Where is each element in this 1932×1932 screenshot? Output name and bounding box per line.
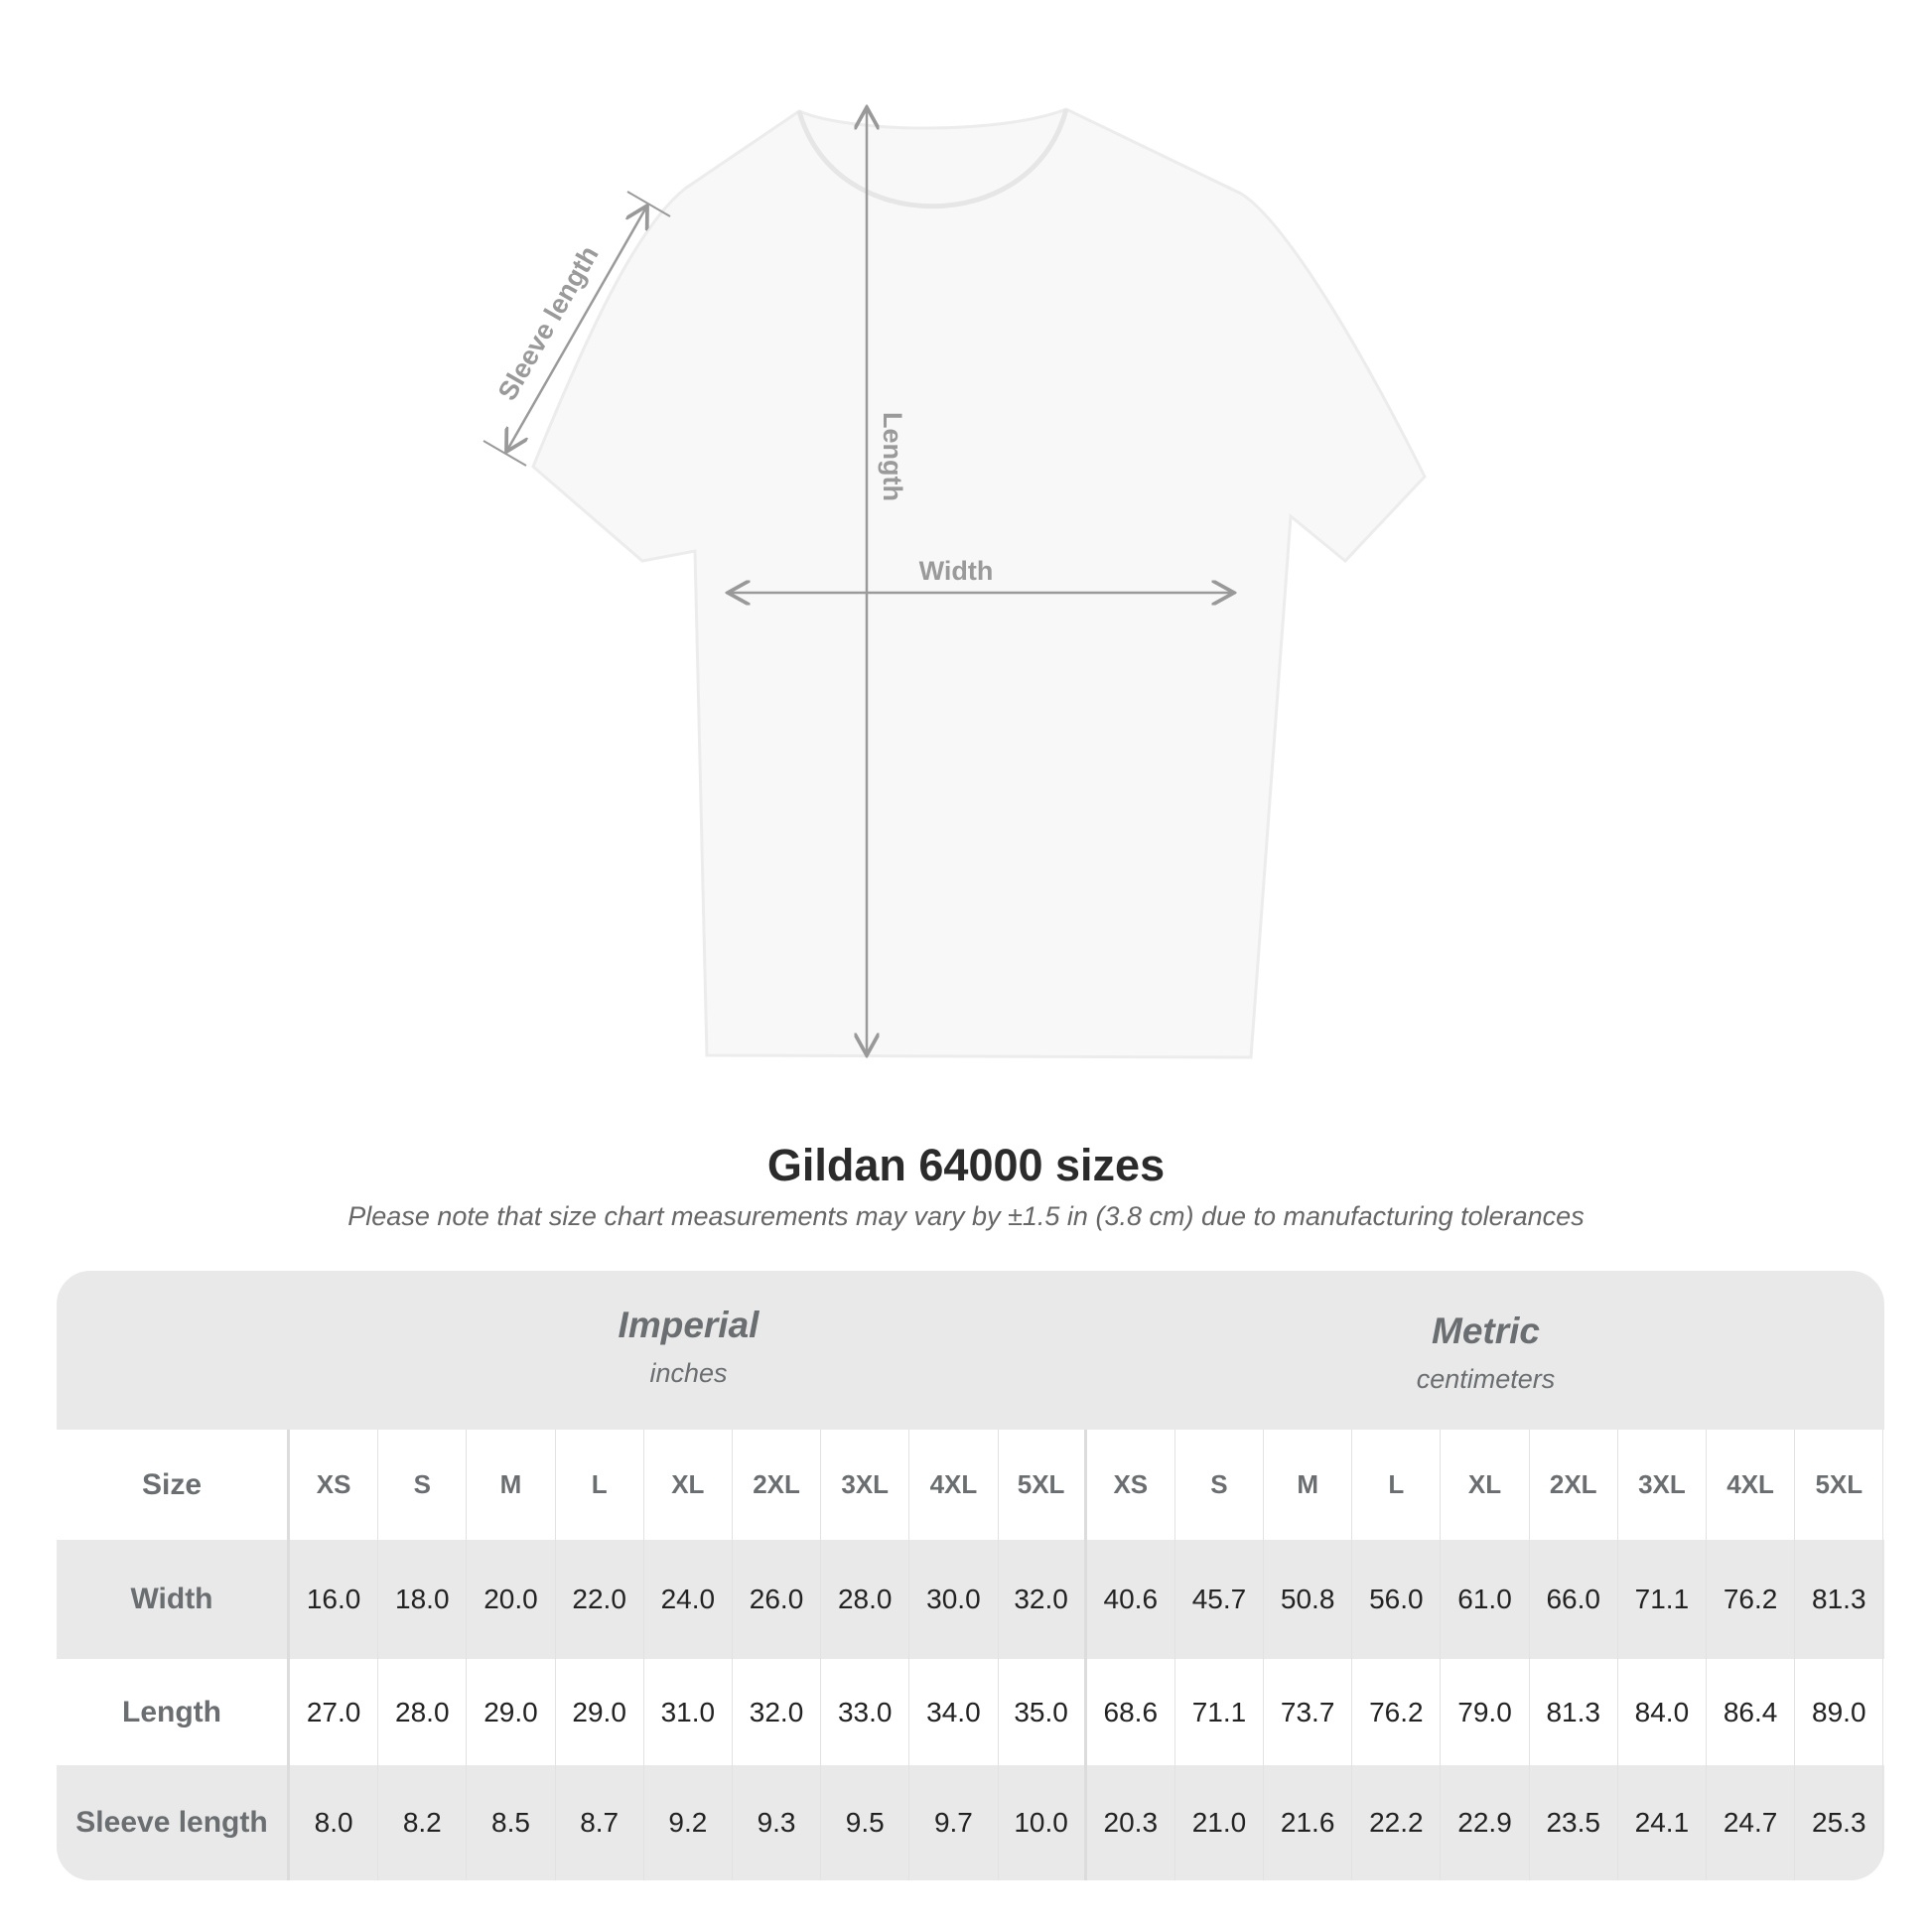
table-cell: 20.0 [467,1540,556,1659]
table-cell: 26.0 [733,1540,822,1659]
table-cell: 71.1 [1175,1659,1265,1765]
row-label: Size [57,1430,290,1540]
table-cell: 22.0 [556,1540,644,1659]
size-header-cell: 4XL [1707,1430,1796,1540]
size-header-cell: XS [290,1430,379,1540]
table-cell: 24.1 [1618,1765,1707,1880]
table-cell: 24.7 [1707,1765,1796,1880]
table-cell: 10.0 [999,1765,1087,1880]
size-header-cell: 5XL [1795,1430,1884,1540]
table-cell: 29.0 [467,1659,556,1765]
table-cell: 28.0 [378,1659,468,1765]
table-cell: 9.2 [644,1765,733,1880]
table-cell: 30.0 [909,1540,999,1659]
table-cell: 28.0 [821,1540,910,1659]
sleeve-arrow [506,206,647,452]
table-cell: 66.0 [1530,1540,1618,1659]
size-header-cell: XL [644,1430,733,1540]
size-header-cell: M [1264,1430,1353,1540]
page-title: Gildan 64000 sizes [766,1140,1166,1190]
table-cell: 61.0 [1441,1540,1530,1659]
table-cell: 76.2 [1707,1540,1796,1659]
table-cell: 71.1 [1618,1540,1707,1659]
table-header: Imperial inches Metric centimeters [57,1271,1884,1430]
table-cell: 35.0 [999,1659,1087,1765]
size-header-cell: M [467,1430,556,1540]
table-cell: 81.3 [1530,1659,1618,1765]
size-header-cell: XS [1087,1430,1175,1540]
tshirt-diagram: Sleeve length Length Width [483,0,1427,1059]
table-cell: 20.3 [1087,1765,1175,1880]
table-cell: 40.6 [1087,1540,1175,1659]
table-cell: 76.2 [1352,1659,1442,1765]
size-header-cell: 4XL [909,1430,999,1540]
table-cell: 8.7 [556,1765,644,1880]
size-header-cell: 3XL [1618,1430,1707,1540]
imperial-header: Imperial inches [290,1305,1087,1389]
table-cell: 81.3 [1795,1540,1884,1659]
table-cell: 27.0 [290,1659,379,1765]
tolerance-note: Please note that size chart measurements… [347,1201,1585,1231]
table-row-width: Width 16.0 18.0 20.0 22.0 24.0 26.0 28.0 30.0 32.… [57,1540,1884,1659]
table-cell: 23.5 [1530,1765,1618,1880]
table-cell: 25.3 [1795,1765,1884,1880]
table-cell: 8.5 [467,1765,556,1880]
size-header-cell: L [556,1430,644,1540]
table-cell: 68.6 [1087,1659,1175,1765]
table-cell: 8.0 [290,1765,379,1880]
table-cell: 21.6 [1264,1765,1353,1880]
table-cell: 32.0 [999,1540,1087,1659]
size-header-cell: 2XL [733,1430,822,1540]
table-cell: 33.0 [821,1659,910,1765]
table-cell: 34.0 [909,1659,999,1765]
size-header-cell: XL [1441,1430,1530,1540]
table-cell: 22.9 [1441,1765,1530,1880]
table-cell: 86.4 [1707,1659,1796,1765]
table-cell: 73.7 [1264,1659,1353,1765]
table-row-size: Size XS S M L XL 2XL 3XL 4XL 5XL XS S M L XL 2XL 3XL 4XL 5… [57,1430,1884,1540]
size-header-cell: 2XL [1530,1430,1618,1540]
table-cell: 21.0 [1175,1765,1265,1880]
size-table: Imperial inches Metric centimeters Size X… [57,1271,1884,1880]
imperial-unit: inches [649,1358,728,1388]
table-cell: 9.5 [821,1765,910,1880]
table-cell: 24.0 [644,1540,733,1659]
imperial-name: Imperial [618,1305,759,1345]
table-cell: 89.0 [1795,1659,1884,1765]
table-cell: 50.8 [1264,1540,1353,1659]
table-cell: 9.7 [909,1765,999,1880]
table-cell: 31.0 [644,1659,733,1765]
table-cell: 29.0 [556,1659,644,1765]
table-cell: 18.0 [378,1540,468,1659]
table-cell: 56.0 [1352,1540,1442,1659]
table-cell: 8.2 [378,1765,468,1880]
size-header-cell: S [378,1430,468,1540]
size-header-cell: S [1175,1430,1265,1540]
metric-name: Metric [1432,1311,1540,1351]
table-cell: 84.0 [1618,1659,1707,1765]
table-row-sleeve-length: Sleeve length 8.0 8.2 8.5 8.7 9.2 9.3 9.5 9.7 10.… [57,1765,1884,1880]
row-label: Sleeve length [57,1765,290,1880]
table-cell: 45.7 [1175,1540,1265,1659]
metric-header: Metric centimeters [1087,1311,1884,1395]
table-cell: 22.2 [1352,1765,1442,1880]
table-row-length: Length 27.0 28.0 29.0 29.0 31.0 32.0 33.0 34.0 35… [57,1659,1884,1765]
table-cell: 9.3 [733,1765,822,1880]
length-label: Length [878,412,907,501]
width-label: Width [919,556,994,586]
table-cell: 79.0 [1441,1659,1530,1765]
metric-unit: centimeters [1416,1364,1556,1394]
size-header-cell: 5XL [999,1430,1087,1540]
row-label: Length [57,1659,290,1765]
size-header-cell: L [1352,1430,1442,1540]
row-label: Width [57,1540,290,1659]
table-cell: 32.0 [733,1659,822,1765]
table-cell: 16.0 [290,1540,379,1659]
size-header-cell: 3XL [821,1430,910,1540]
